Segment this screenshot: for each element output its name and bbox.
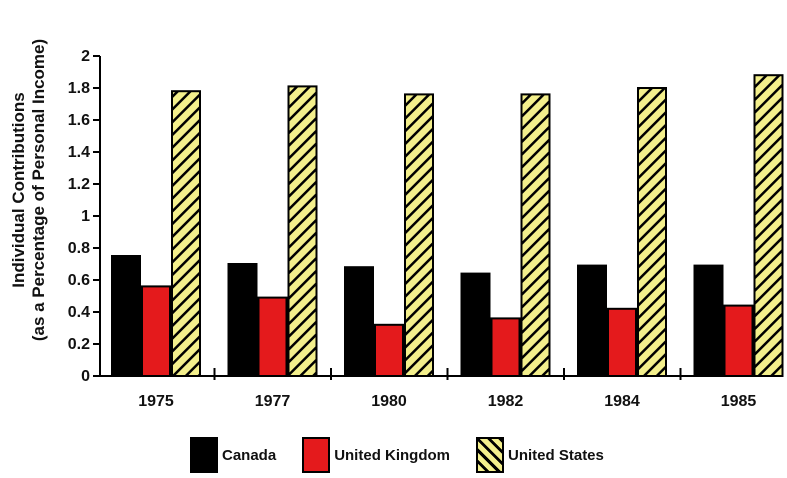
legend-item-united-states: United States xyxy=(476,437,604,473)
x-tick-label: 1985 xyxy=(721,393,757,410)
x-tick-label: 1980 xyxy=(371,393,407,410)
bar-united-states-1985 xyxy=(753,74,784,377)
x-axis-ticks: 1975 1977 1980 1982 1984 1985 xyxy=(138,368,756,410)
legend-swatch-united-states xyxy=(476,437,505,473)
bar-canada-1980 xyxy=(344,266,374,378)
bar-united-states-1975 xyxy=(171,90,201,377)
y-axis-label: Individual Contributions (as a Percentag… xyxy=(9,39,48,341)
bar-canada-1985 xyxy=(693,264,724,378)
legend-item-canada: Canada xyxy=(190,437,276,473)
y-tick-label: 0.6 xyxy=(68,272,90,289)
bar-united-states-1982 xyxy=(520,93,551,378)
bar-united-states-1977 xyxy=(287,85,318,378)
y-tick-label: 1.6 xyxy=(68,112,90,129)
bar-united-kingdom-1975 xyxy=(141,285,171,377)
y-tick-label: 1.8 xyxy=(68,80,90,97)
x-tick-label: 1977 xyxy=(255,393,291,410)
y-tick-label: 1 xyxy=(81,208,90,225)
bar-united-kingdom-1977 xyxy=(257,296,288,378)
y-tick-label: 2 xyxy=(81,48,90,65)
legend-item-united-kingdom: United Kingdom xyxy=(302,437,450,473)
y-tick-label: 1.2 xyxy=(68,176,90,193)
y-tick-label: 0.2 xyxy=(68,336,90,353)
y-tick-label: 0.4 xyxy=(68,304,90,321)
x-tick-label: 1975 xyxy=(138,393,174,410)
bar-united-kingdom-1980 xyxy=(374,323,404,377)
bar-united-kingdom-1984 xyxy=(607,307,637,377)
legend-label-united-kingdom: United Kingdom xyxy=(334,446,451,464)
y-tick-label: 0.8 xyxy=(68,240,90,257)
bar-canada-1977 xyxy=(227,263,258,377)
bar-canada-1982 xyxy=(460,272,491,378)
bar-canada-1975 xyxy=(111,255,141,377)
bar-united-states-1980 xyxy=(404,93,434,378)
bars xyxy=(111,74,784,378)
legend-label-united-states: United States xyxy=(508,446,604,464)
y-axis-label-line1: Individual Contributions xyxy=(9,92,28,287)
x-tick-label: 1982 xyxy=(488,393,524,410)
bar-canada-1984 xyxy=(577,264,607,378)
bar-united-kingdom-1982 xyxy=(490,317,521,377)
legend-label-canada: Canada xyxy=(222,446,277,464)
y-axis-ticks: 0 0.2 0.4 0.6 0.8 1 1.2 1.4 1.6 1.8 2 xyxy=(68,48,100,385)
legend-swatch-canada xyxy=(190,437,218,473)
y-tick-label: 1.4 xyxy=(68,144,90,161)
y-tick-label: 0 xyxy=(81,368,90,385)
legend: Canada United Kingdom United States xyxy=(190,437,630,473)
legend-swatch-united-kingdom xyxy=(302,437,331,473)
bar-united-states-1984 xyxy=(637,87,667,377)
bar-united-kingdom-1985 xyxy=(723,304,754,378)
y-axis-label-line2: (as a Percentage of Personal Income) xyxy=(29,39,48,341)
x-tick-label: 1984 xyxy=(604,393,640,410)
